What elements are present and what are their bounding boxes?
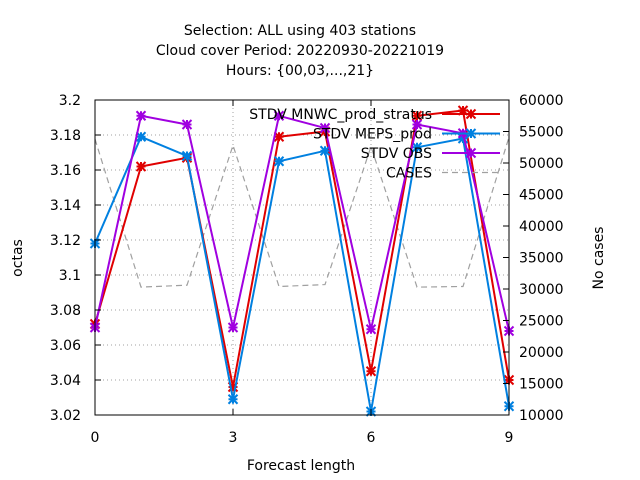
y2-tick-label: 10000 <box>519 408 564 424</box>
legend-label: STDV MEPS_prod <box>313 127 432 143</box>
legend-marker <box>465 108 477 120</box>
y-tick-label: 3.12 <box>50 233 81 249</box>
data-point <box>273 110 285 121</box>
data-point <box>411 119 423 130</box>
legend-label: STDV OBS <box>361 146 432 162</box>
data-point <box>273 156 285 167</box>
data-point <box>319 145 331 156</box>
data-point <box>319 122 331 134</box>
y2-tick-label: 25000 <box>519 314 564 330</box>
data-point <box>181 150 193 162</box>
y2-tick-label: 35000 <box>519 251 564 267</box>
series-stdv-mnwc-prod-stratus <box>89 105 515 393</box>
series-line-stdv-obs <box>94 114 510 332</box>
y-tick-label: 3.08 <box>50 303 81 319</box>
plot-frame <box>94 99 510 416</box>
legend: STDV MNWC_prod_stratus STDV MEPS_prod STDV… <box>249 107 500 182</box>
data-point <box>135 131 147 142</box>
y2-tick-label: 40000 <box>519 219 564 235</box>
x-tick-label: 6 <box>367 430 376 446</box>
series-cases <box>94 137 510 288</box>
data-point <box>273 131 285 142</box>
series-stdv-meps-prod <box>89 131 515 417</box>
data-point <box>135 161 147 172</box>
data-point <box>181 119 193 130</box>
title-line-2: Cloud cover Period: 20220930-20221019 <box>156 43 444 59</box>
series-stdv-obs <box>89 110 515 337</box>
x-tick-label: 3 <box>229 430 238 446</box>
data-point <box>365 366 377 377</box>
legend-label: CASES <box>386 166 432 182</box>
x-axis-label: Forecast length <box>247 458 355 474</box>
data-point <box>227 394 239 405</box>
title-line-3: Hours: {00,03,...,21} <box>226 63 374 79</box>
y-axis-label: octas <box>10 239 26 277</box>
axis-ticks: 3.02 3.04 3.06 3.08 3.1 3.12 3.14 3.16 3.18 3.2 10… <box>50 93 564 446</box>
data-point <box>457 105 469 116</box>
grid <box>95 100 509 415</box>
legend-item-stdv-meps-prod: STDV MEPS_prod <box>313 127 500 143</box>
y-tick-label: 3.1 <box>59 268 81 284</box>
data-point <box>457 133 469 144</box>
y-tick-label: 3.2 <box>59 93 81 109</box>
y-tick-label: 3.18 <box>50 128 81 144</box>
y2-tick-label: 15000 <box>519 377 564 393</box>
y2-tick-label: 60000 <box>519 93 564 109</box>
title-line-1: Selection: ALL using 403 stations <box>184 23 416 39</box>
data-point <box>227 322 239 333</box>
series-line-stdv-mnwc-prod-stratus <box>94 109 510 388</box>
y2-tick-label: 20000 <box>519 345 564 361</box>
y-tick-label: 3.02 <box>50 408 81 424</box>
data-point <box>365 324 377 335</box>
data-point <box>411 142 423 153</box>
legend-label: STDV MNWC_prod_stratus <box>249 107 432 123</box>
x-tick-label: 0 <box>91 430 100 446</box>
x-tick-label: 9 <box>505 430 514 446</box>
legend-item-stdv-mnwc-prod-stratus: STDV MNWC_prod_stratus <box>249 107 500 123</box>
y2-tick-label: 30000 <box>519 282 564 298</box>
y2-tick-label: 50000 <box>519 156 564 172</box>
plot-series <box>89 105 515 417</box>
legend-marker <box>465 147 477 159</box>
y2-tick-label: 55000 <box>519 125 564 141</box>
legend-marker <box>465 128 477 139</box>
series-line-stdv-meps-prod <box>94 135 510 412</box>
series-line-cases <box>94 137 510 288</box>
chart-title: Selection: ALL using 403 stations Cloud … <box>156 23 444 79</box>
y2-tick-label: 45000 <box>519 188 564 204</box>
y-tick-label: 3.14 <box>50 198 81 214</box>
data-point <box>411 110 423 121</box>
data-point <box>135 110 147 121</box>
y-tick-label: 3.06 <box>50 338 81 354</box>
data-point <box>227 381 239 393</box>
y-tick-label: 3.16 <box>50 163 81 179</box>
y2-axis-label: No cases <box>591 227 607 290</box>
legend-item-stdv-obs: STDV OBS <box>361 146 500 162</box>
y-tick-label: 3.04 <box>50 373 81 389</box>
legend-item-cases: CASES <box>386 166 500 182</box>
